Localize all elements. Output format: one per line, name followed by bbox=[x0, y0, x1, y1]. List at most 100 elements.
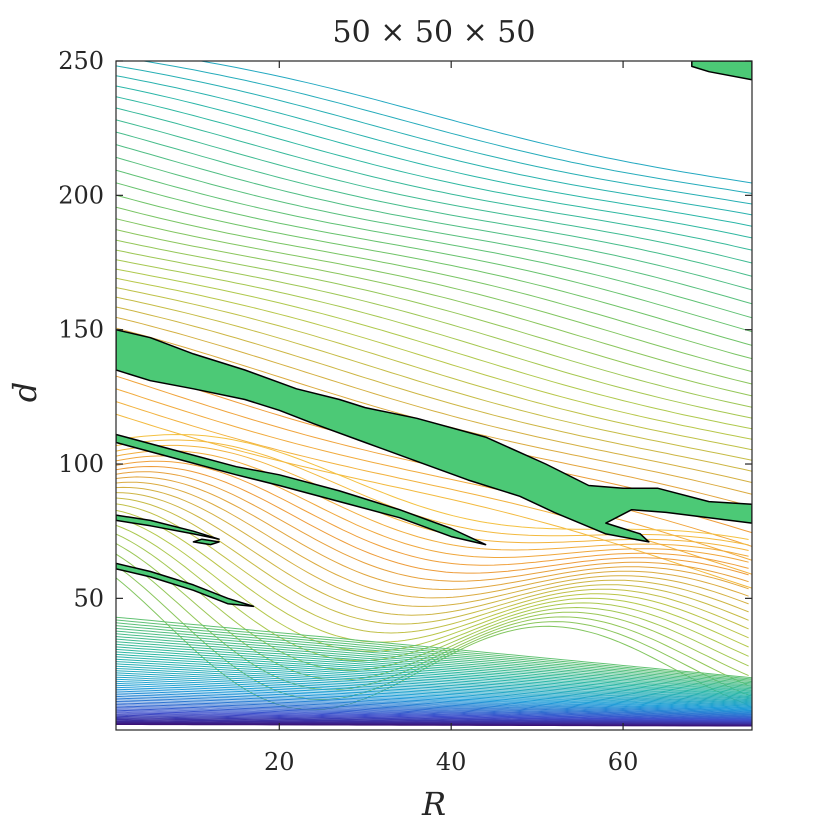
x-tick-label: 40 bbox=[436, 748, 467, 776]
contour-line bbox=[116, 622, 752, 681]
highlight-region bbox=[116, 562, 255, 608]
contour-line bbox=[116, 711, 752, 721]
contour-line bbox=[116, 182, 752, 333]
contour-line bbox=[116, 259, 752, 419]
contour-line bbox=[116, 75, 752, 216]
contour-line bbox=[116, 169, 752, 319]
chart-title: 50 × 50 × 50 bbox=[333, 15, 536, 50]
contour-line bbox=[116, 699, 752, 716]
contour-line bbox=[116, 306, 752, 472]
contour-line bbox=[116, 439, 749, 546]
contour-line bbox=[116, 630, 752, 685]
contour-line bbox=[116, 713, 752, 722]
y-axis-label: d bbox=[6, 382, 44, 402]
contour-line bbox=[116, 433, 749, 540]
contour-line bbox=[116, 144, 752, 291]
contour-line bbox=[116, 646, 752, 692]
contour-line bbox=[116, 577, 749, 711]
contour-line bbox=[116, 156, 752, 305]
plot-frame bbox=[115, 60, 753, 731]
contour-line bbox=[116, 648, 752, 693]
contour-line bbox=[116, 543, 749, 681]
axis-ticks: 20 40 60 50 100 150 200 250 bbox=[58, 47, 752, 776]
contour-line bbox=[116, 633, 752, 686]
contour-line bbox=[116, 653, 752, 695]
contour-line bbox=[141, 61, 752, 194]
contour-line bbox=[116, 492, 749, 616]
contour-line bbox=[116, 627, 752, 684]
contour-line bbox=[116, 672, 752, 704]
contour-line bbox=[116, 702, 752, 717]
contour-line bbox=[116, 65, 752, 205]
contour-line bbox=[116, 287, 752, 451]
contour-line bbox=[116, 717, 752, 724]
contour-line bbox=[116, 481, 749, 599]
contour-line bbox=[116, 486, 749, 607]
contour-line bbox=[116, 450, 749, 557]
y-tick-label: 200 bbox=[58, 181, 104, 209]
contour-line bbox=[116, 206, 752, 360]
contour-line bbox=[116, 708, 752, 720]
contour-line bbox=[116, 686, 752, 710]
contour-line bbox=[116, 509, 749, 643]
contour-line bbox=[116, 465, 749, 576]
contour-line bbox=[116, 388, 752, 561]
contour-line bbox=[116, 85, 752, 227]
contour-line bbox=[116, 553, 749, 691]
contour-line bbox=[116, 668, 752, 702]
y-tick-label: 150 bbox=[58, 316, 104, 344]
contour-line bbox=[116, 471, 749, 583]
contour-line bbox=[116, 651, 752, 694]
contour-line bbox=[116, 676, 752, 706]
contour-line bbox=[116, 296, 752, 461]
contour-line bbox=[116, 460, 749, 569]
contour-line bbox=[116, 194, 752, 346]
y-tick-label: 250 bbox=[58, 47, 104, 75]
contour-line bbox=[116, 665, 752, 701]
contour-line bbox=[116, 695, 752, 714]
contour-line bbox=[116, 119, 752, 264]
highlight-region bbox=[116, 328, 752, 543]
contour-line bbox=[116, 715, 752, 723]
contour-line bbox=[116, 674, 752, 705]
contour-line bbox=[116, 239, 752, 397]
contour-line bbox=[116, 616, 752, 679]
contour-line bbox=[116, 709, 752, 721]
contour-line bbox=[116, 678, 752, 707]
contour-line bbox=[116, 249, 752, 408]
contour-line bbox=[116, 619, 752, 680]
contour-line bbox=[116, 704, 752, 718]
contour-line bbox=[116, 641, 752, 690]
contour-line bbox=[116, 625, 752, 683]
contour-line bbox=[116, 533, 749, 671]
contour-line bbox=[116, 680, 752, 708]
highlight-region bbox=[116, 433, 487, 546]
highlight-region bbox=[691, 61, 752, 81]
contour-line bbox=[116, 663, 752, 700]
contour-line bbox=[116, 694, 752, 714]
contour-line bbox=[116, 697, 752, 715]
highlight-region bbox=[116, 514, 220, 540]
contour-lines bbox=[116, 61, 752, 727]
contour-line bbox=[116, 714, 752, 723]
contour-line bbox=[198, 61, 752, 184]
contour-line bbox=[116, 218, 752, 373]
contour-line bbox=[116, 707, 752, 719]
contour-line bbox=[116, 638, 752, 689]
contour-line bbox=[116, 476, 749, 591]
contour-line bbox=[116, 701, 752, 717]
contour-line bbox=[116, 670, 752, 703]
contour-line bbox=[116, 229, 752, 385]
contour-line bbox=[116, 636, 752, 687]
plot-background bbox=[116, 61, 752, 730]
contour-line bbox=[116, 268, 752, 430]
x-tick-label: 20 bbox=[264, 748, 295, 776]
x-axis-label: R bbox=[421, 785, 446, 823]
contour-line bbox=[116, 503, 749, 634]
contour-line bbox=[116, 724, 752, 727]
contour-line bbox=[116, 517, 749, 652]
contour-line bbox=[116, 658, 752, 698]
y-tick-label: 100 bbox=[58, 450, 104, 478]
x-tick-label: 60 bbox=[608, 748, 639, 776]
